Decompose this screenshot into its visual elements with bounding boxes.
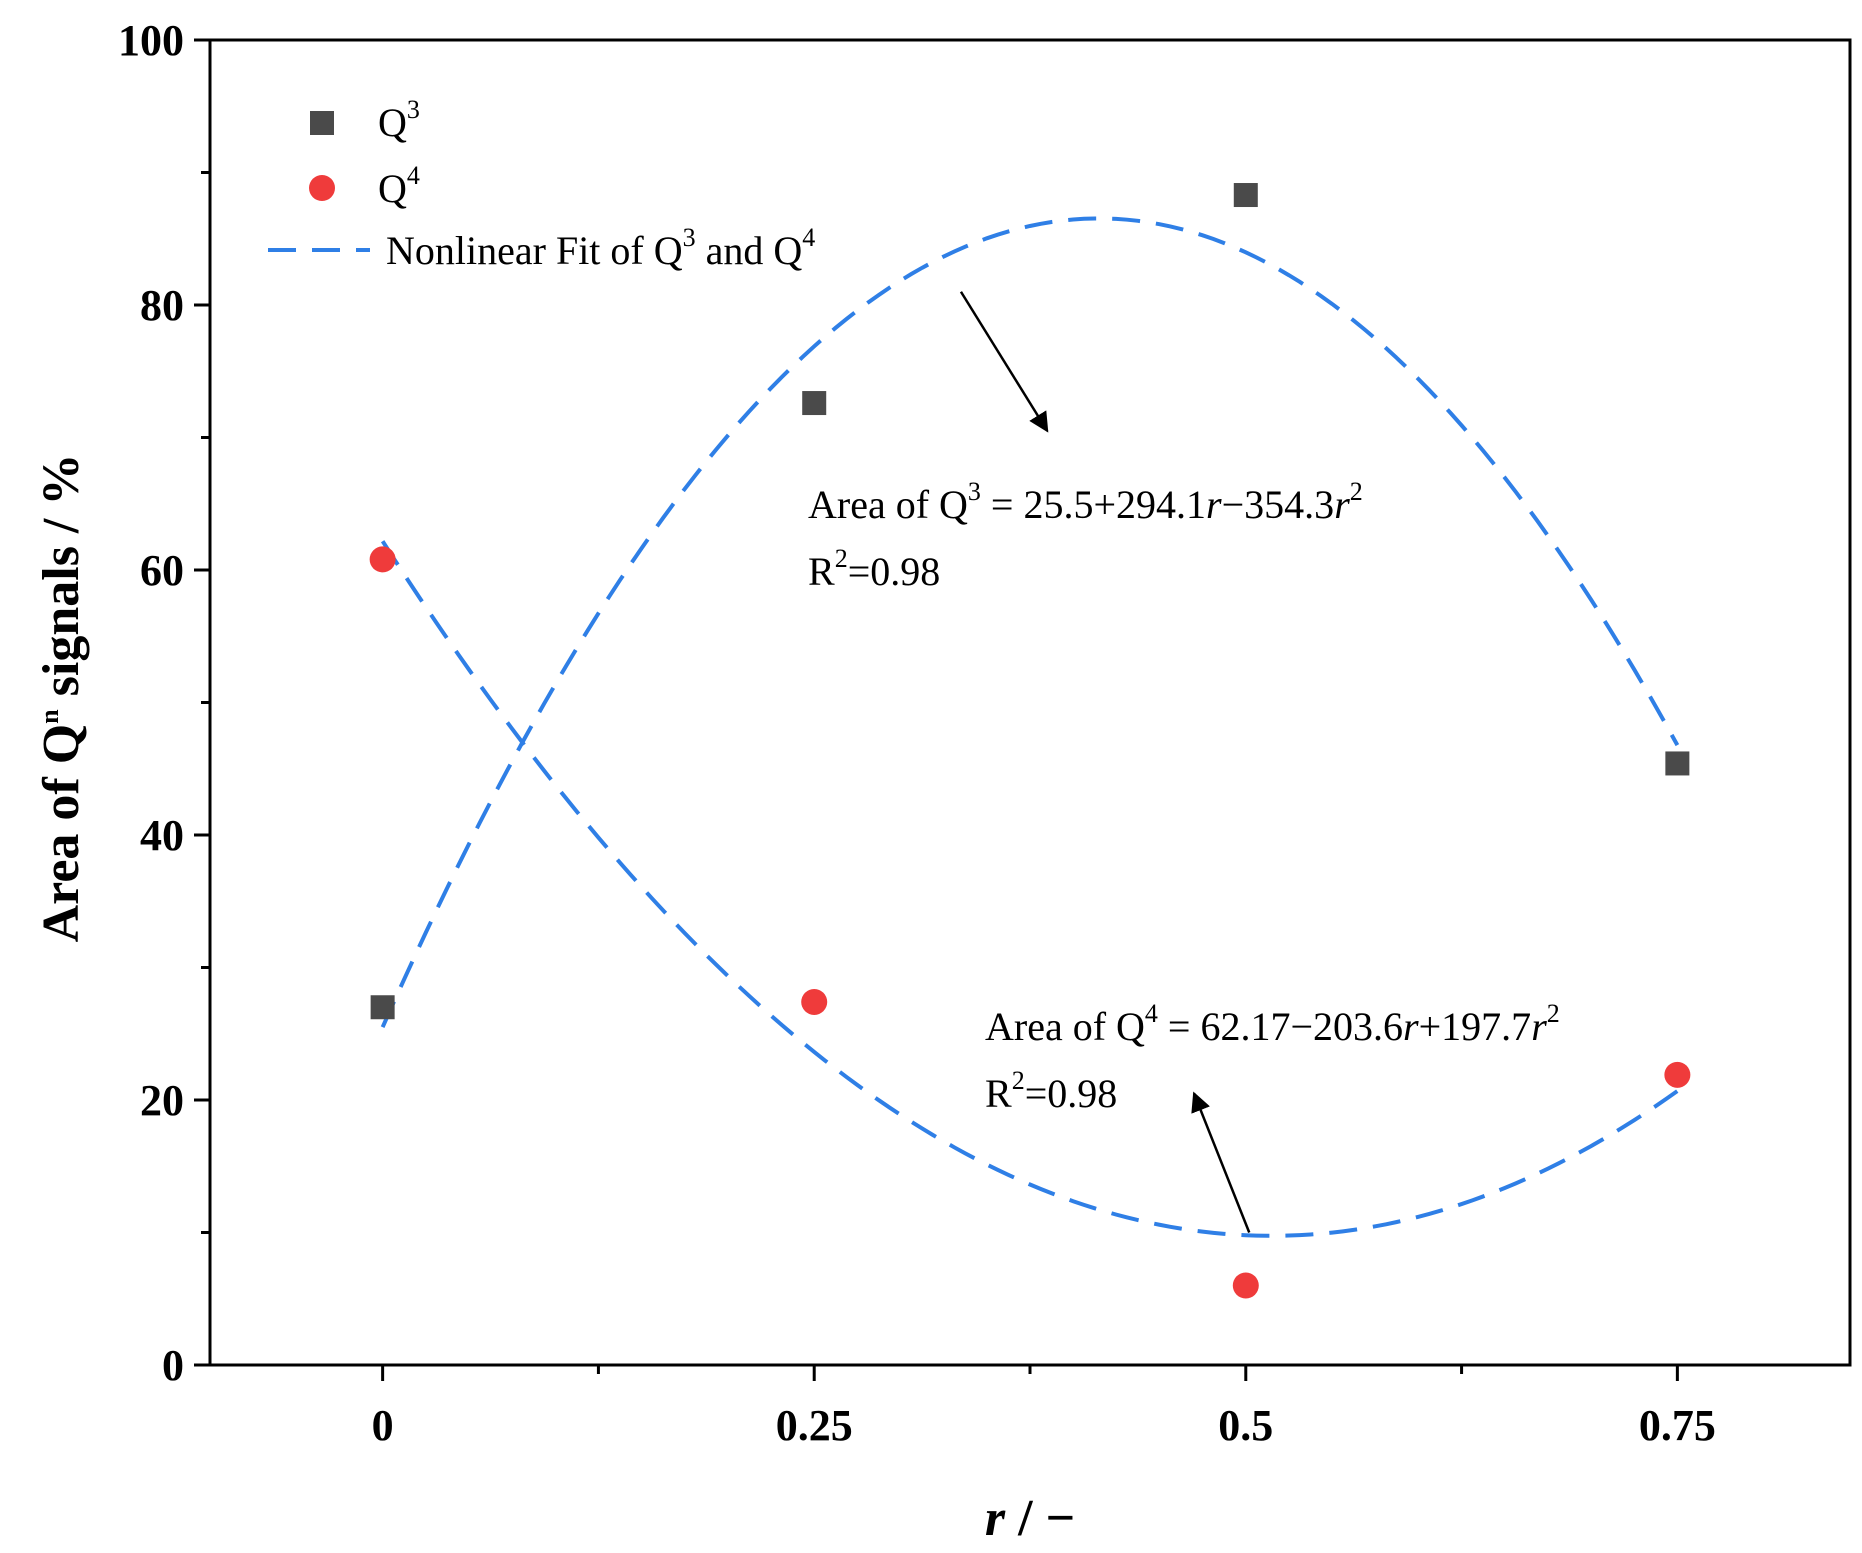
legend-q4-label: Q4 (378, 161, 420, 211)
point-q4 (801, 988, 828, 1015)
point-q4 (1664, 1061, 1691, 1088)
legend-q3-label: Q3 (378, 95, 420, 145)
y-axis-title: Area of Qn signals / % (33, 454, 90, 943)
annotation-q4-equation: Area of Q4 = 62.17−203.6r+197.7r2 (985, 999, 1560, 1049)
point-q4 (369, 546, 396, 573)
annotation-q3-equation: Area of Q3 = 25.5+294.1r−354.3r2 (808, 477, 1363, 527)
annotation-q3-r2: R2=0.98 (808, 544, 940, 594)
fit-q3-curve (380, 216, 1680, 1028)
legend: Q3 Q4 Nonlinear Fit of Q3 and Q4 (268, 95, 815, 273)
point-q3 (802, 391, 827, 416)
plot-frame (208, 38, 1852, 1367)
x-tick-label: 0 (372, 1401, 394, 1450)
x-tick-label: 0.25 (776, 1401, 853, 1450)
legend-q3-marker (310, 111, 334, 135)
legend-fit-label: Nonlinear Fit of Q3 and Q4 (386, 223, 815, 273)
fit-curves (380, 216, 1680, 1238)
y-tick-label: 80 (140, 281, 184, 330)
y-tick-label: 60 (140, 546, 184, 595)
point-q3 (1233, 183, 1258, 208)
data-points (369, 183, 1691, 1299)
legend-q4-marker (309, 175, 335, 201)
x-tick-label: 0.75 (1639, 1401, 1716, 1450)
point-q3 (1665, 751, 1690, 776)
annotation-q4-r2: R2=0.98 (985, 1066, 1117, 1116)
axis-ticks: 0 0.25 0.5 0.75 0 20 40 60 80 100 (118, 16, 1716, 1450)
fit-q4-curve (380, 540, 1679, 1238)
annotation-arrow-q4 (1191, 1091, 1251, 1233)
x-tick-label: 0.5 (1218, 1401, 1273, 1450)
y-tick-label: 0 (162, 1341, 184, 1390)
point-q3 (370, 995, 395, 1020)
y-tick-label: 100 (118, 16, 184, 65)
annotation-arrows (959, 291, 1251, 1233)
y-tick-label: 40 (140, 811, 184, 860)
x-axis-title: r / − (985, 1490, 1075, 1547)
annotation-arrow-q3 (959, 291, 1049, 433)
y-tick-label: 20 (140, 1076, 184, 1125)
point-q4 (1232, 1272, 1259, 1299)
